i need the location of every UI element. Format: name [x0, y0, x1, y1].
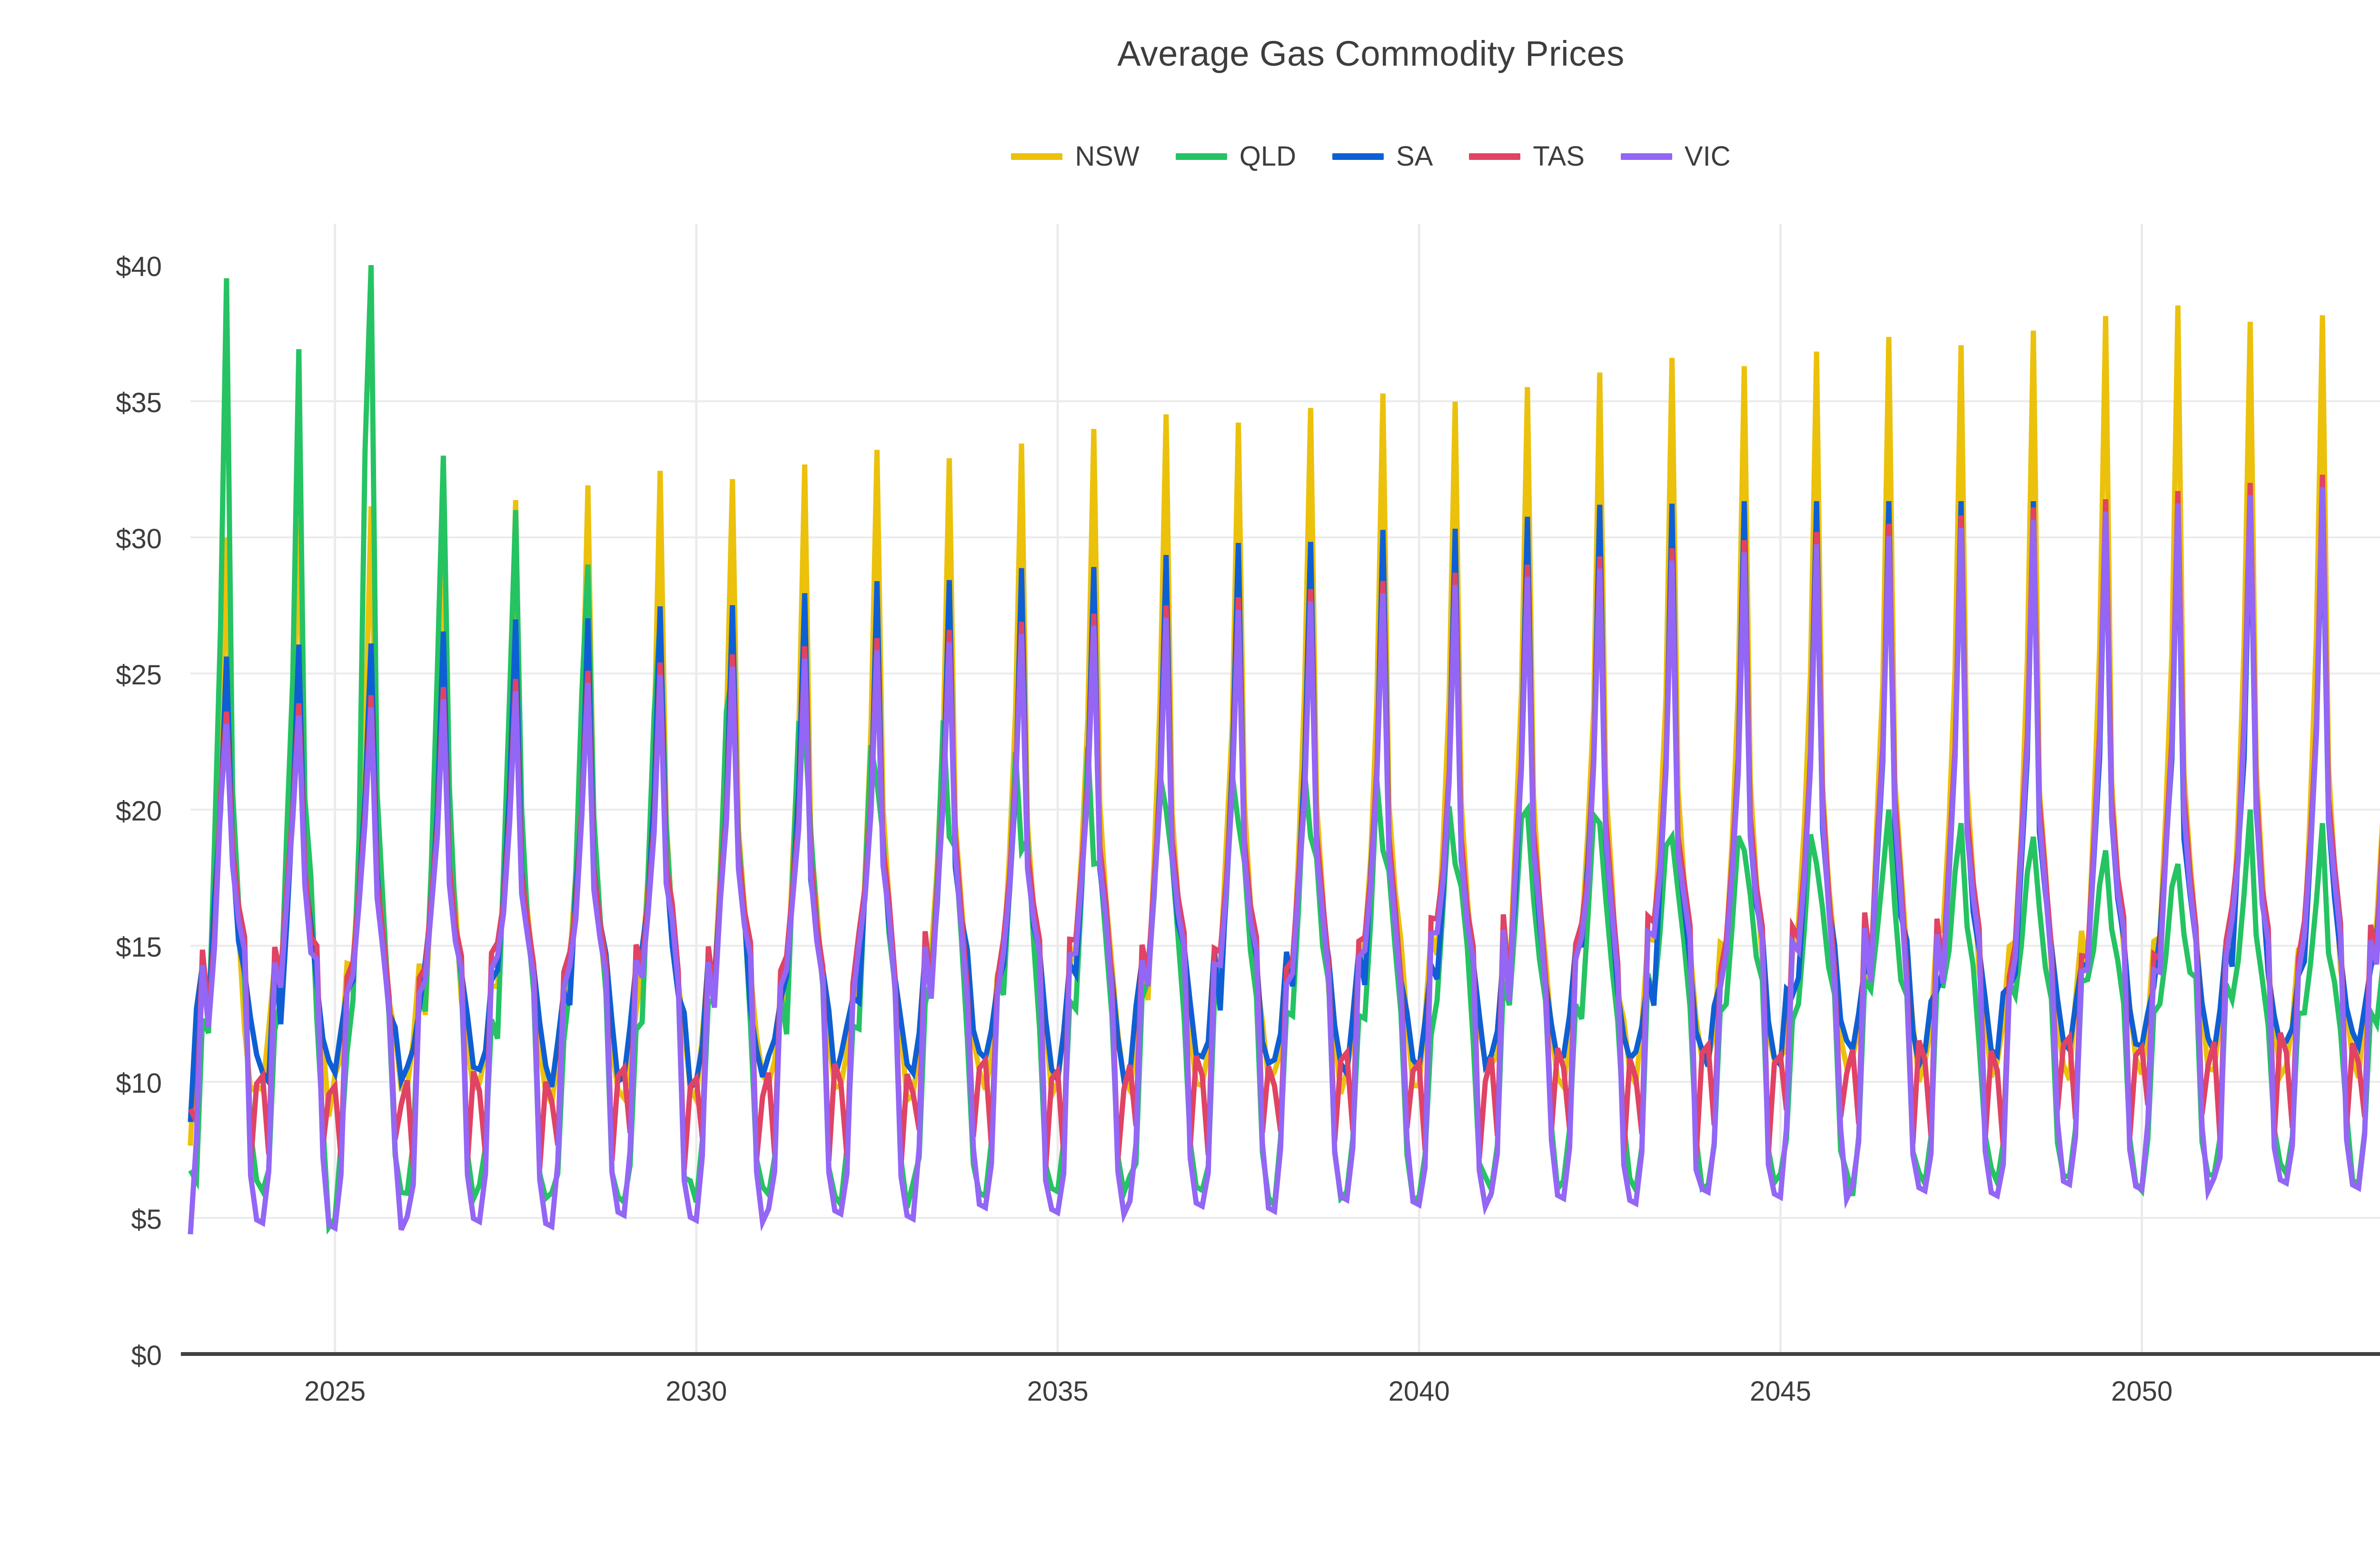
y-tick-d25: $25: [116, 660, 162, 691]
x-tick-2025: 2025: [304, 1376, 366, 1407]
y-tick-d5: $5: [131, 1204, 162, 1236]
legend-swatch-sa: [1332, 153, 1384, 160]
x-tick-2045: 2045: [1749, 1376, 1811, 1407]
y-tick-d15: $15: [116, 932, 162, 963]
x-tick-2040: 2040: [1388, 1376, 1450, 1407]
legend-item-vic[interactable]: VIC: [1620, 141, 1731, 172]
legend-label-qld: QLD: [1239, 141, 1297, 172]
y-tick-d35: $35: [116, 387, 162, 419]
legend-label-tas: TAS: [1533, 141, 1585, 172]
legend-item-nsw[interactable]: NSW: [1011, 141, 1140, 172]
legend-swatch-tas: [1469, 153, 1521, 160]
legend-swatch-qld: [1175, 153, 1227, 160]
x-tick-2030: 2030: [665, 1376, 727, 1407]
legend-item-qld[interactable]: QLD: [1175, 141, 1297, 172]
legend-swatch-vic: [1620, 153, 1672, 160]
legend-item-sa[interactable]: SA: [1332, 143, 1433, 170]
legend-label-vic: VIC: [1684, 141, 1731, 172]
legend-label-nsw: NSW: [1075, 141, 1140, 172]
chart-title: Average Gas Commodity Prices: [1117, 34, 1625, 73]
x-tick-2035: 2035: [1027, 1376, 1089, 1407]
y-tick-d0: $0: [131, 1340, 162, 1371]
series-line-vic: [188, 487, 2380, 1235]
legend-swatch-nsw: [1011, 153, 1063, 160]
series-lines: [188, 265, 2380, 1235]
y-tick-d10: $10: [116, 1068, 162, 1099]
y-tick-d20: $20: [116, 796, 162, 827]
legend-label-sa: SA: [1396, 141, 1433, 172]
y-tick-d30: $30: [116, 524, 162, 555]
legend-item-tas[interactable]: TAS: [1469, 143, 1585, 170]
y-tick-d40: $40: [116, 251, 162, 283]
chart-legend: NSW QLD SA TAS VIC: [0, 143, 2380, 170]
x-tick-2050: 2050: [2111, 1376, 2173, 1407]
